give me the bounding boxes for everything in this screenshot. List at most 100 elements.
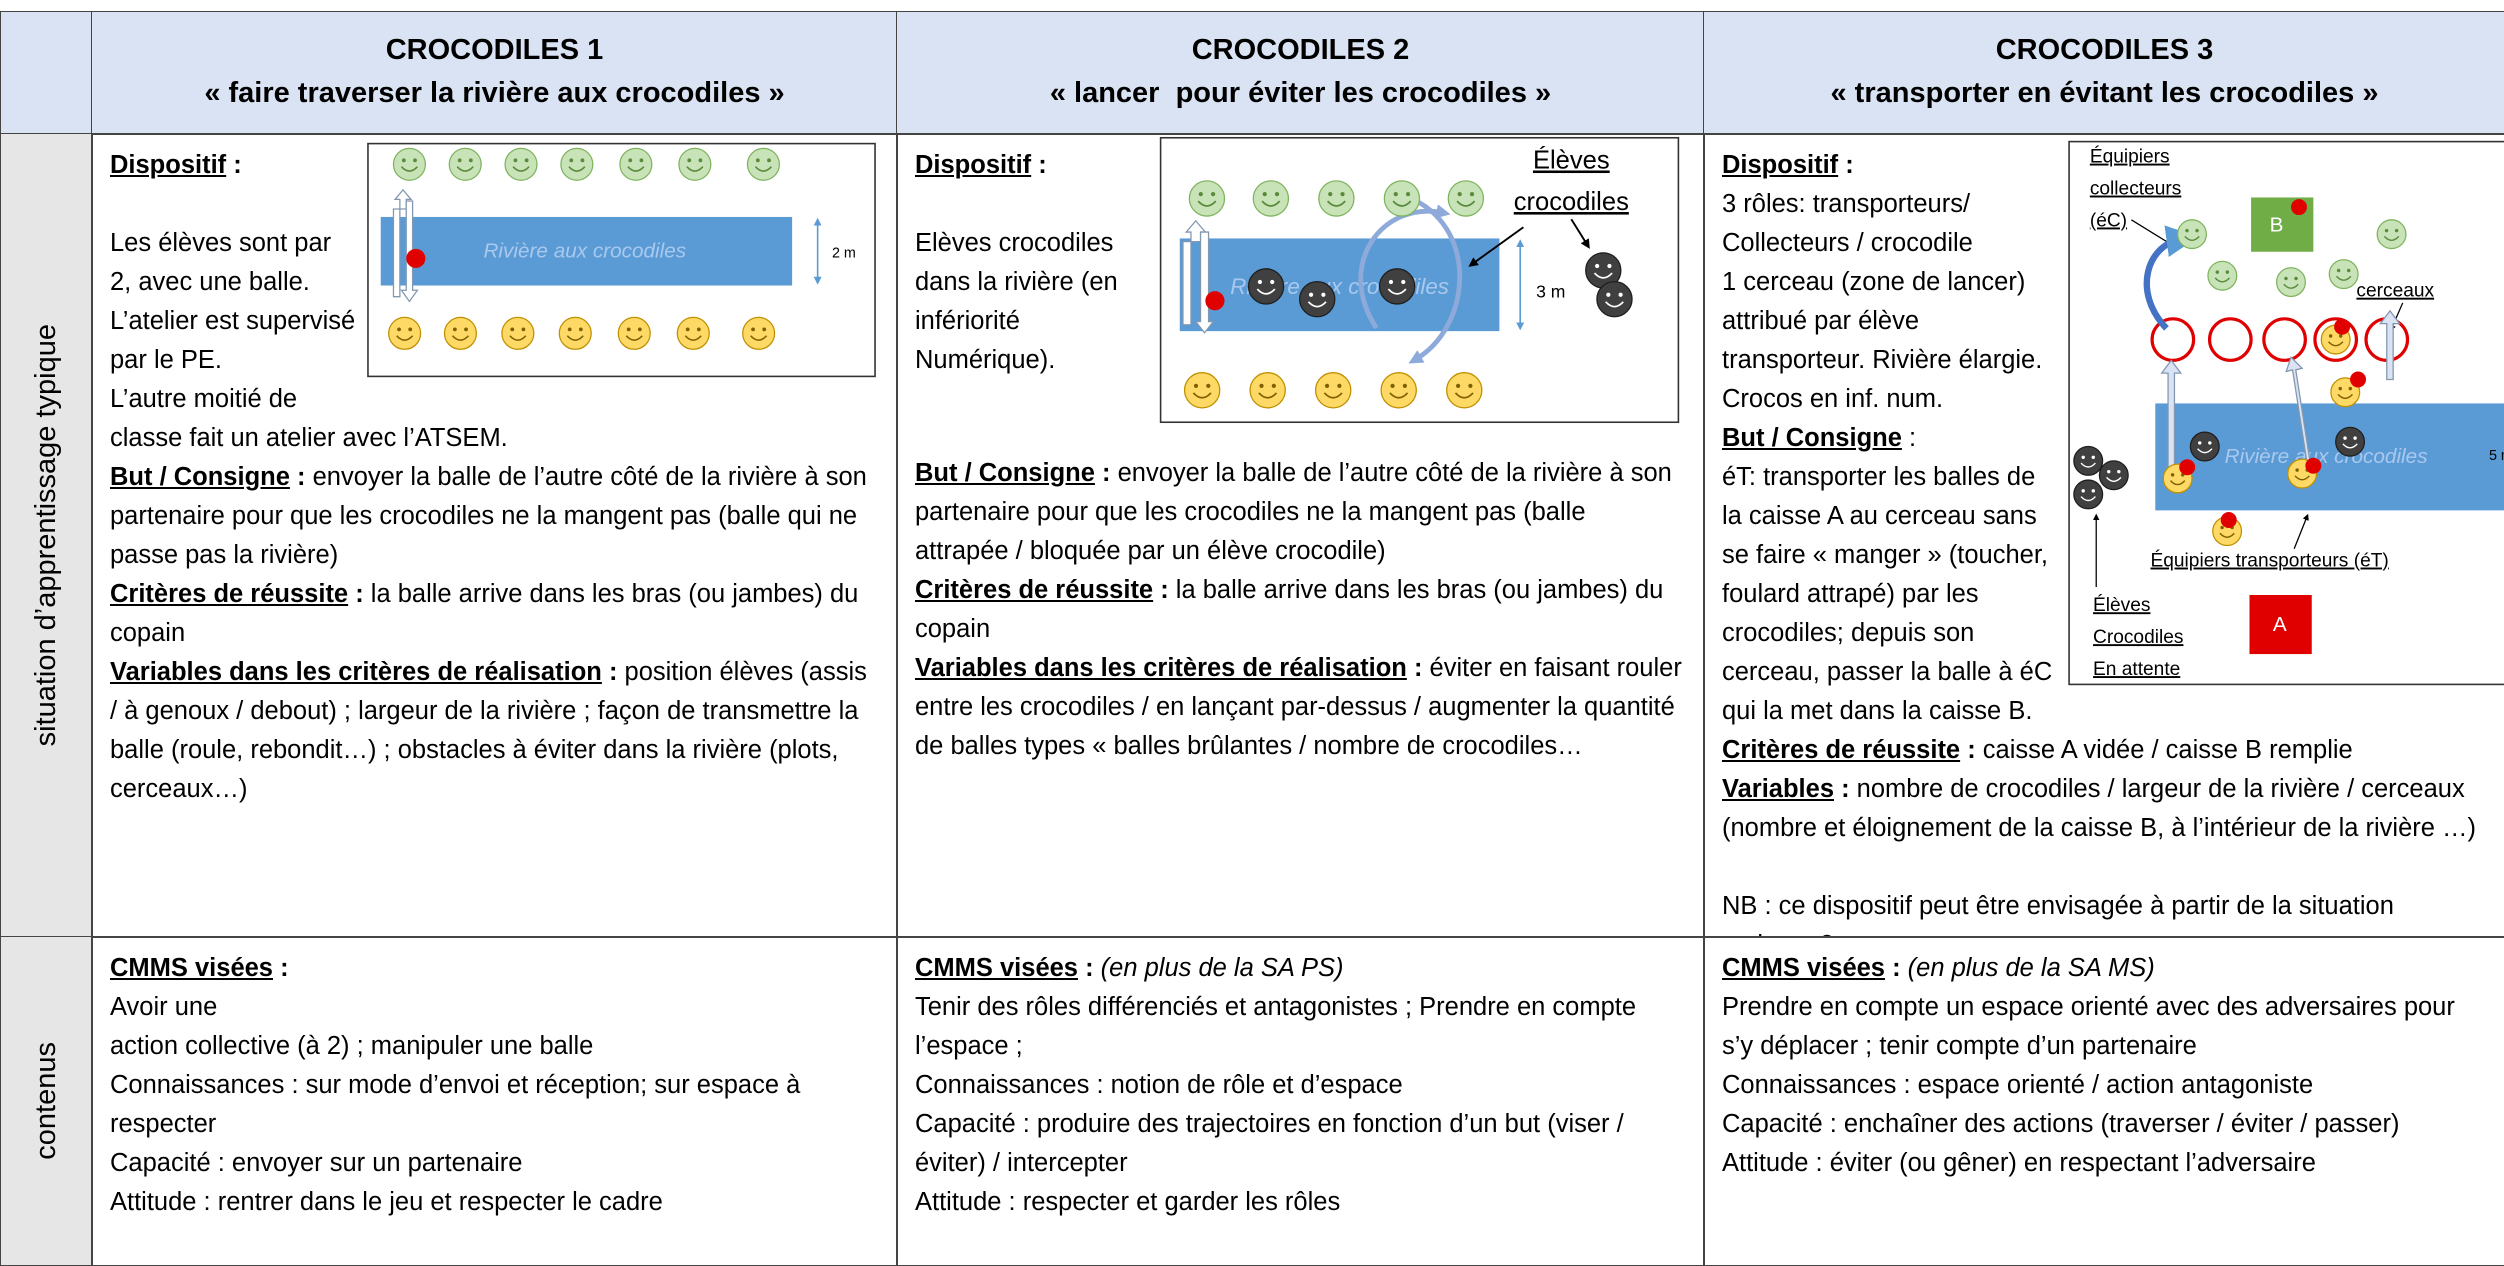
text-run: position élèves (assis / à genoux / debo… — [110, 658, 867, 803]
eye — [2294, 276, 2298, 281]
text-run: Variables — [1722, 775, 1834, 803]
eye — [1595, 263, 1600, 269]
face — [746, 147, 781, 181]
text-run: caisse A vidée / caisse B remplie — [1975, 736, 2353, 764]
text-run: But / Consigne — [110, 463, 290, 491]
pupil — [676, 316, 710, 350]
pupil — [2328, 259, 2359, 290]
eye — [408, 327, 413, 332]
text-run: 1 cerceau (zone de lancer) attribué par … — [1722, 268, 2043, 374]
face — [2177, 219, 2208, 250]
text-run: : — [1960, 736, 1976, 764]
ball — [2334, 318, 2351, 335]
eye — [397, 327, 401, 332]
eye — [1393, 191, 1398, 197]
text-run: action collective (à 2) ; manipuler une … — [110, 1032, 594, 1060]
content-cell: CMMS visées : (en plus de la SA MS) Prend… — [1703, 936, 2504, 1266]
paragraph: CMMS visées : — [110, 949, 879, 988]
paragraph: Dispositif : — [1722, 146, 2487, 185]
pupil — [678, 147, 712, 181]
eye — [2198, 441, 2202, 445]
crocodile-pupil — [1247, 268, 1285, 305]
eye — [1193, 383, 1199, 388]
text-run: (en plus de la SA MS) — [1900, 954, 2155, 982]
paragraph: Crocos en inf. num. — [1722, 380, 2487, 419]
mouth — [2106, 476, 2122, 483]
eye — [2338, 386, 2342, 391]
text-run: Elèves crocodiles dans la rivière (en in… — [915, 229, 1118, 374]
crocodile-pupil — [2189, 431, 2220, 462]
face — [392, 147, 427, 181]
river-label: Rivière aux crocodiles — [483, 239, 686, 262]
face — [2207, 260, 2238, 291]
diagram-label: cerceaux — [2356, 281, 2434, 302]
pointer-arrow — [1468, 226, 1524, 267]
eye — [1262, 191, 1267, 197]
mouth — [2219, 532, 2235, 538]
mouth — [1593, 272, 1613, 279]
face — [560, 147, 594, 181]
crocodile-pupil — [1378, 268, 1416, 305]
pupil — [1188, 180, 1226, 217]
ball — [1205, 291, 1225, 311]
mouth — [1387, 288, 1407, 295]
curved-arrow — [1358, 204, 1451, 330]
paragraph: Dispositif : — [915, 146, 1686, 185]
arrow — [1194, 231, 1215, 334]
hoop — [2207, 317, 2253, 362]
paragraph: Elèves crocodiles dans la rivière (en in… — [915, 224, 1686, 380]
mouth — [400, 166, 418, 172]
eye — [755, 158, 760, 163]
diagram-label: Équipiers — [2090, 147, 2170, 168]
text-run: CMMS visées — [1722, 954, 1885, 982]
eye — [2348, 386, 2353, 391]
face — [2098, 460, 2129, 491]
face — [2073, 445, 2104, 476]
face — [1249, 372, 1286, 409]
pupil — [742, 316, 776, 350]
face — [1378, 268, 1416, 305]
face — [2189, 431, 2220, 462]
pupil — [2207, 260, 2238, 291]
eye — [1271, 383, 1276, 388]
text-run: : — [226, 151, 242, 179]
pupil — [558, 316, 592, 350]
arrow — [2379, 309, 2401, 381]
eye — [2208, 441, 2212, 445]
header-subtitle: « lancer pour éviter les crocodiles » — [1049, 77, 1552, 109]
diagram-label: Élèves — [2093, 595, 2150, 616]
content-cell: CMMS visées : (en plus de la SA PS) Tenir… — [896, 936, 1705, 1266]
paragraph: Critères de réussite : la balle arrive d… — [915, 571, 1686, 649]
text-run: NB : ce dispositif peut être envisagée à… — [1722, 892, 2394, 937]
paragraph: L’autre moitié de classe fait un atelier… — [110, 380, 879, 458]
eye — [1328, 191, 1333, 197]
mouth — [2169, 480, 2186, 486]
text-run: Dispositif — [1722, 151, 1839, 179]
paragraph: Avoir une — [110, 988, 879, 1027]
mouth — [2197, 448, 2213, 454]
eye — [751, 327, 755, 332]
face — [388, 316, 422, 350]
pupil — [2376, 219, 2407, 250]
text-run: : — [1885, 954, 1901, 982]
pointer-arrow — [1570, 218, 1590, 249]
eye — [524, 158, 529, 163]
mouth — [456, 166, 474, 172]
mouth — [566, 335, 584, 341]
text-run: Avoir une — [110, 993, 218, 1021]
pupil — [1183, 372, 1221, 409]
text-run: Connaissances : espace orienté / action … — [1722, 1071, 2314, 1099]
text-run: Attitude : respecter et garder les rôles — [915, 1188, 1341, 1216]
river — [1179, 238, 1500, 332]
text-run: : — [1901, 424, 1917, 452]
face — [2376, 219, 2407, 250]
eye — [687, 158, 692, 163]
face — [1446, 372, 1483, 409]
paragraph: action collective (à 2) ; manipuler une … — [110, 1027, 879, 1066]
text-run: : — [273, 954, 289, 982]
text-run: : — [348, 580, 364, 608]
hoop — [2262, 317, 2307, 362]
text-run: Capacité : produire des trajectoires en … — [915, 1110, 1624, 1177]
face — [1314, 372, 1352, 409]
eye — [1401, 279, 1406, 285]
